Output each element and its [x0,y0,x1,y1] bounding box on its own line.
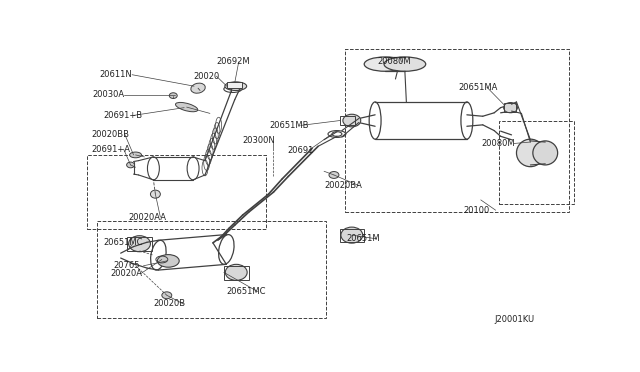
Ellipse shape [329,171,339,179]
Ellipse shape [175,102,198,112]
Bar [340,116,355,125]
Ellipse shape [169,93,177,99]
Ellipse shape [191,83,205,93]
Bar [340,228,364,242]
Bar [227,83,242,88]
Text: 20020: 20020 [193,72,220,81]
Text: 20651M: 20651M [347,234,380,243]
Text: 20020A: 20020A [111,269,143,278]
Text: 20611N: 20611N [100,70,132,79]
Ellipse shape [129,152,141,158]
Ellipse shape [364,57,406,71]
Ellipse shape [150,190,161,198]
Text: 20100: 20100 [463,206,489,215]
Bar [88,155,266,230]
Text: 20300N: 20300N [243,136,275,145]
Bar [499,121,573,203]
Ellipse shape [533,141,557,165]
Text: 20651MB: 20651MB [269,121,309,130]
Text: 20651MC: 20651MC [104,238,143,247]
Ellipse shape [162,292,172,299]
Text: 20020BA: 20020BA [324,181,362,190]
Bar [97,221,326,318]
Ellipse shape [341,227,363,243]
Text: 20765: 20765 [114,261,140,270]
Text: 20691+B: 20691+B [104,111,143,120]
Ellipse shape [157,254,179,267]
Text: 20020BB: 20020BB [91,129,129,138]
Ellipse shape [384,57,426,71]
Text: 20691+A: 20691+A [91,145,130,154]
Bar [127,237,152,251]
Text: 20651MA: 20651MA [458,83,497,92]
Text: 20020AA: 20020AA [129,212,166,222]
Text: 20651MC: 20651MC [227,287,266,296]
Text: 20692M: 20692M [216,57,250,66]
Text: J20001KU: J20001KU [494,315,534,324]
Ellipse shape [127,162,134,168]
Bar [224,266,248,279]
Text: 20080M: 20080M [378,57,412,66]
Bar [504,103,516,112]
Ellipse shape [516,139,544,167]
Ellipse shape [228,83,240,88]
Bar [346,49,568,212]
Ellipse shape [504,103,518,113]
Ellipse shape [225,264,247,280]
Ellipse shape [343,114,361,127]
Text: 20691: 20691 [287,145,314,154]
Text: 20030A: 20030A [92,90,125,99]
Ellipse shape [129,236,150,252]
Text: 20080M: 20080M [482,139,515,148]
Ellipse shape [225,82,246,90]
Text: 20020B: 20020B [154,299,186,308]
